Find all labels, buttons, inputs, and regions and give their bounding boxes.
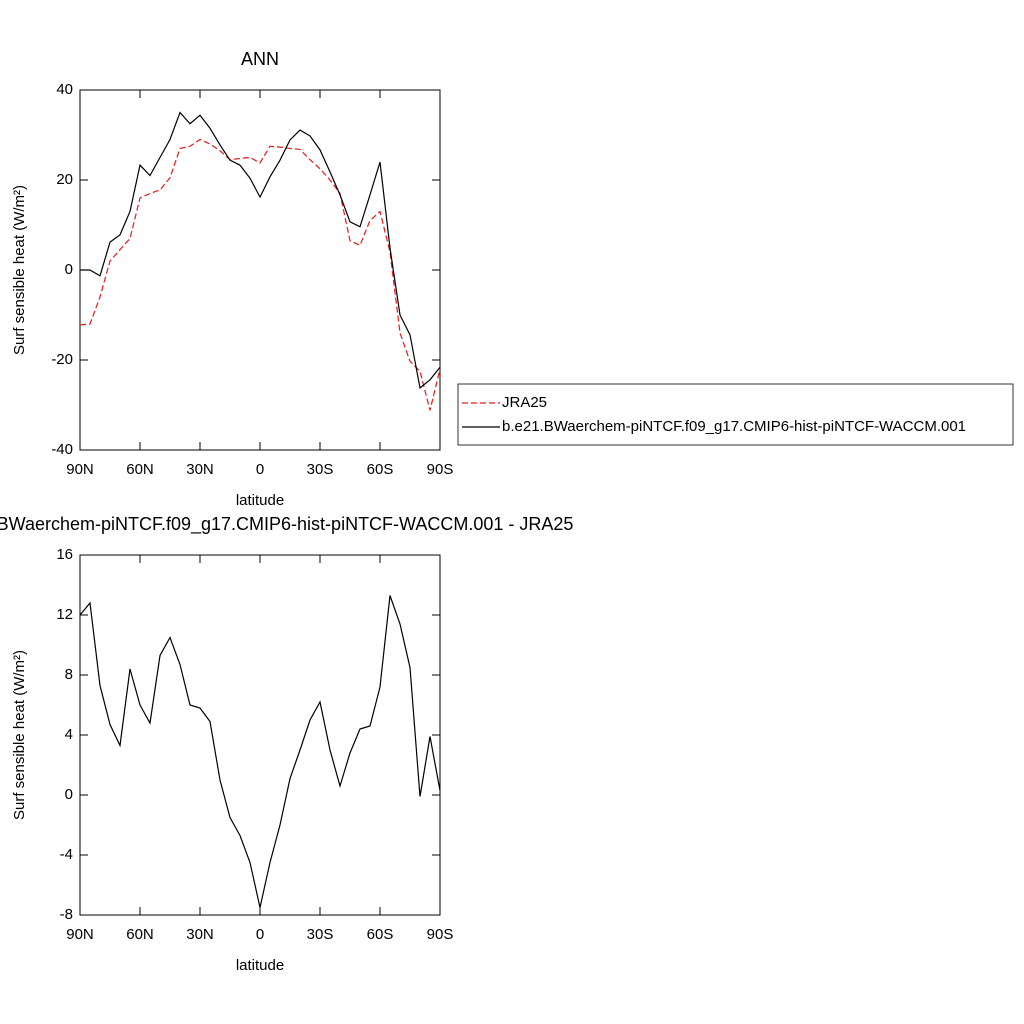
- y-tick-label: 8: [65, 666, 73, 683]
- x-tick-label: 90S: [427, 461, 454, 478]
- legend-box: [457, 383, 1014, 446]
- y-tick-label: 0: [65, 261, 73, 278]
- x-tick-label: 60N: [126, 926, 154, 943]
- x-tick-label: 60S: [367, 461, 394, 478]
- x-axis-label: latitude: [236, 492, 284, 509]
- x-axis-label: latitude: [236, 957, 284, 974]
- y-tick-label: 20: [56, 171, 73, 188]
- chart-title: b.e21.BWaerchem-piNTCF.f09_g17.CMIP6-his…: [0, 514, 573, 535]
- chart-title: ANN: [241, 49, 279, 69]
- y-tick-label: -4: [60, 846, 73, 863]
- x-tick-label: 30S: [307, 461, 334, 478]
- y-tick-label: -40: [51, 441, 73, 458]
- x-tick-label: 60S: [367, 926, 394, 943]
- y-tick-label: 16: [56, 546, 73, 563]
- data-line: [79, 138, 441, 411]
- x-tick-label: 0: [256, 926, 264, 943]
- y-tick-label: 12: [56, 606, 73, 623]
- x-tick-label: 90S: [427, 926, 454, 943]
- legend-label: b.e21.BWaerchem-piNTCF.f09_g17.CMIP6-his…: [502, 418, 966, 435]
- x-tick-label: 0: [256, 461, 264, 478]
- x-tick-label: 30N: [186, 461, 214, 478]
- x-tick-label: 90N: [66, 461, 94, 478]
- legend-label: JRA25: [502, 394, 547, 411]
- y-axis-label: Surf sensible heat (W/m²): [11, 650, 28, 820]
- plot-frame: [79, 89, 441, 451]
- y-tick-label: 0: [65, 786, 73, 803]
- x-tick-label: 90N: [66, 926, 94, 943]
- x-tick-label: 30S: [307, 926, 334, 943]
- data-line: [79, 595, 441, 908]
- data-line: [80, 111, 441, 389]
- plot-frame: [79, 554, 441, 916]
- x-tick-label: 60N: [126, 461, 154, 478]
- y-tick-label: -8: [60, 906, 73, 923]
- y-tick-label: 4: [65, 726, 73, 743]
- y-tick-label: 40: [56, 81, 73, 98]
- y-tick-label: -20: [51, 351, 73, 368]
- y-axis-label: Surf sensible heat (W/m²): [11, 185, 28, 355]
- x-tick-label: 30N: [186, 926, 214, 943]
